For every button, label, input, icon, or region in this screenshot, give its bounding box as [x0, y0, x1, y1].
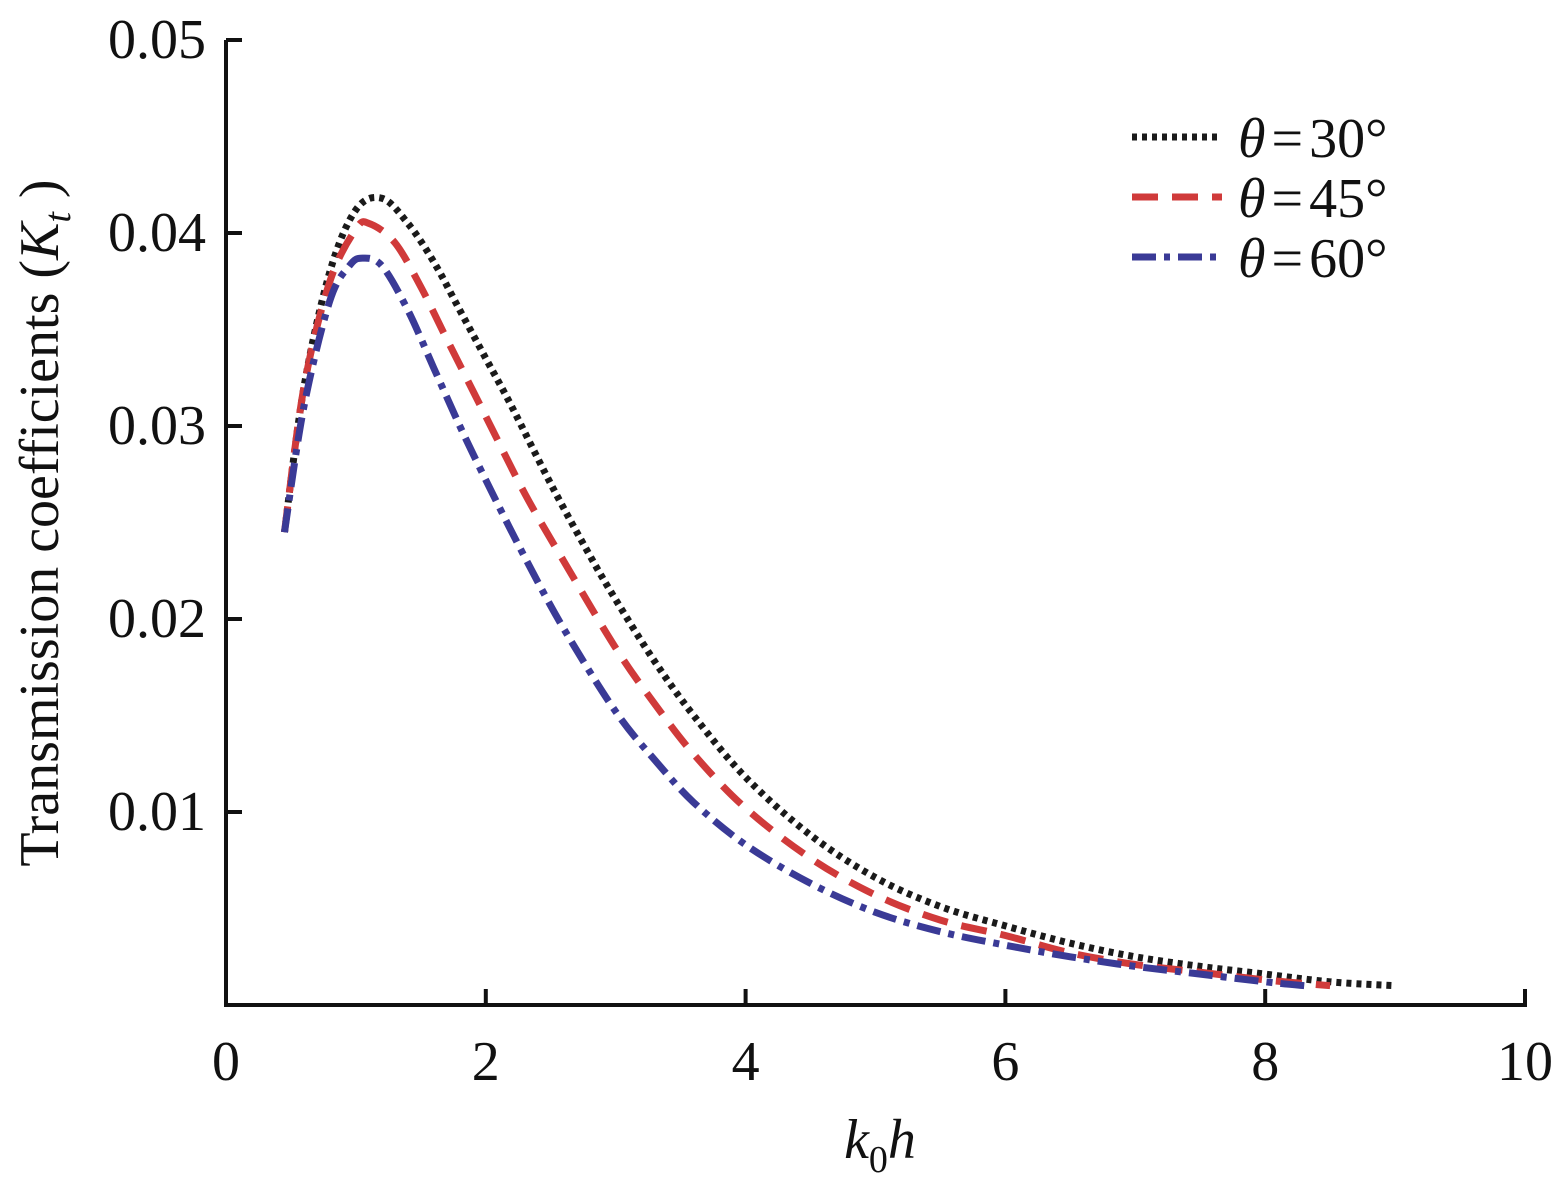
- y-axis-title-sub: t: [37, 211, 79, 223]
- legend-label-2: θ = 45°: [1238, 168, 1388, 230]
- x-tick-label: 2: [472, 1031, 500, 1093]
- x-tick-label: 0: [212, 1031, 240, 1093]
- legend-value: 60°: [1309, 228, 1387, 290]
- legend-eq: =: [1272, 228, 1304, 290]
- legend-var: θ: [1238, 168, 1266, 230]
- y-axis-title-var: K: [9, 220, 71, 261]
- legend: θ = 30°θ = 45°θ = 60°: [1132, 108, 1388, 290]
- series-line-3: [281, 254, 1305, 990]
- x-ticks: 0 2 4 6 8 10: [212, 989, 1553, 1093]
- y-tick-label: 0.04: [108, 202, 206, 264]
- series-group: [281, 193, 1396, 990]
- series-line-2: [281, 218, 1331, 990]
- x-tick-label: 10: [1497, 1031, 1553, 1093]
- series-line-1: [281, 193, 1396, 990]
- y-tick-label: 0.02: [108, 588, 206, 650]
- y-tick-label: 0.05: [108, 9, 206, 71]
- legend-value: 45°: [1309, 168, 1387, 230]
- y-axis-title: Transmission coefficients (Kt ): [9, 179, 79, 866]
- y-tick-label: 0.03: [108, 395, 206, 457]
- x-axis-title-sub: 0: [869, 1139, 888, 1181]
- x-axis-title: k0h: [844, 1109, 916, 1181]
- axes: [224, 40, 1527, 1007]
- x-axis-title-main: k: [844, 1109, 870, 1171]
- legend-var: θ: [1238, 228, 1266, 290]
- x-tick-label: 6: [991, 1031, 1019, 1093]
- legend-eq: =: [1272, 108, 1304, 170]
- y-tick-label: 0.01: [108, 781, 206, 843]
- legend-value: 30°: [1309, 108, 1387, 170]
- y-ticks: 0.01 0.02 0.03 0.04 0.05: [108, 9, 242, 843]
- x-tick-label: 8: [1251, 1031, 1279, 1093]
- x-axis-title-tail: h: [888, 1109, 916, 1171]
- y-axis-title-close: ): [9, 179, 71, 212]
- y-axis-title-main: Transmission coefficients (: [9, 260, 71, 867]
- legend-var: θ: [1238, 108, 1266, 170]
- legend-label-3: θ = 60°: [1238, 228, 1388, 290]
- legend-eq: =: [1272, 168, 1304, 230]
- legend-label-1: θ = 30°: [1238, 108, 1388, 170]
- x-tick-label: 4: [732, 1031, 760, 1093]
